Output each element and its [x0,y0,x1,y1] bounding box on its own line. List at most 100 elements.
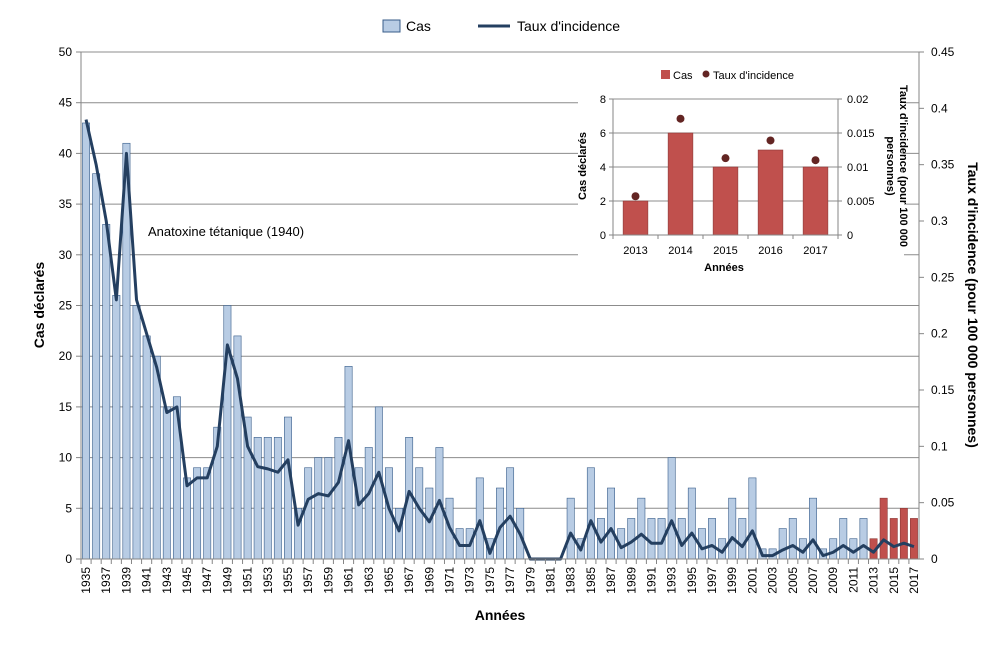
y-axis-title: Cas déclarés [31,262,47,349]
bar-1983 [566,497,575,560]
x-tick-label-1995: 1995 [685,567,699,594]
bar-2010 [839,518,848,560]
x-tick-label-1991: 1991 [644,567,658,594]
bar-1963 [364,447,373,560]
x-tick-label-2003: 2003 [766,567,780,594]
y2-tick-label: 0.3 [931,214,948,228]
inset-x-tick-label-2015: 2015 [713,245,737,257]
x-tick-label-1943: 1943 [160,567,174,594]
x-tick-label-1987: 1987 [604,567,618,594]
bar-1952 [253,437,262,560]
y-tick-label: 10 [59,451,73,465]
bar-2000 [738,518,747,560]
x-tick-label-2015: 2015 [887,567,901,594]
x-tick-label-1959: 1959 [321,567,335,594]
inset-x-tick-label-2016: 2016 [758,245,782,257]
inset-y-tick-label: 0 [600,230,606,242]
inset-x-axis-title: Années [704,262,744,274]
x-tick-label-1981: 1981 [543,567,557,594]
bar-1987 [607,487,615,560]
bar-1938 [112,295,121,560]
inset-bars [622,132,829,236]
x-tick-label-1969: 1969 [422,567,436,594]
inset-point-2014 [676,114,685,123]
y2-tick-label: 0.05 [931,496,955,510]
inset-y-axis-title: Cas déclarés [577,132,589,200]
bar-1995 [687,487,696,560]
x-tick-label-1961: 1961 [342,567,356,594]
x-tick-label-1935: 1935 [79,567,93,594]
x-tick-label-1975: 1975 [483,567,497,594]
bar-2016 [899,507,908,560]
series-line-taux [84,119,915,561]
legend-swatch-cas [382,19,401,33]
x-tick-label-1941: 1941 [140,567,154,594]
inset-y-tick-label: 8 [600,94,606,106]
bar-1955 [284,416,292,560]
bar-1997 [708,518,716,560]
x-tick-label-1983: 1983 [564,567,578,594]
inset-point-2017 [811,156,820,165]
x-tick-label-1955: 1955 [281,567,295,594]
x-tick-label-1985: 1985 [584,567,598,594]
line-layer [84,119,915,561]
inset-legend-label-taux: Taux d'incidence [713,70,794,82]
inset-y2-tick-label: 0.015 [847,128,875,140]
inset-bar-2014 [667,132,694,236]
x-tick-label-2011: 2011 [846,567,860,593]
y2-tick-label: 0.45 [931,45,955,59]
x-tick-label-1953: 1953 [261,567,275,594]
y-tick-label: 15 [59,400,73,414]
inset-y2-axis-title-line2: personnes) [884,136,896,196]
main-legend: Cas Taux d'incidence [382,18,620,34]
bar-1942 [152,355,161,560]
x-tick-label-1957: 1957 [301,567,315,594]
x-tick-label-1949: 1949 [220,567,234,594]
x-tick-label-1997: 1997 [705,567,719,594]
inset-y2-axis-title-line1: Taux d'incidence (pour 100 000 [897,85,909,247]
inset-x-tick-label-2017: 2017 [803,245,827,257]
x-tick-label-1977: 1977 [503,567,517,594]
bar-1937 [102,224,111,560]
x-tick-label-2007: 2007 [806,567,820,594]
inset-point-2013 [631,192,640,201]
y2-tick-label: 0.25 [931,270,955,284]
inset-legend-label-cas: Cas [673,70,693,82]
bar-1954 [273,437,282,560]
y-tick-label: 25 [59,299,73,313]
y-tick-label: 50 [59,45,73,59]
bar-1960 [334,437,343,560]
x-tick-label-1993: 1993 [665,567,679,594]
legend-label-cas: Cas [406,18,431,34]
bar-1958 [314,457,323,560]
bar-1957 [304,467,313,560]
y-tick-label: 30 [59,248,73,262]
inset-x-tick-label-2014: 2014 [668,245,692,257]
bar-2012 [859,518,868,560]
bar-1941 [142,335,151,560]
x-tick-label-1971: 1971 [443,567,457,594]
bar-2005 [788,518,797,560]
inset-bar-2015 [712,166,739,236]
bar-2007 [809,497,817,560]
x-tick-label-2001: 2001 [745,567,759,594]
inset-y-tick-label: 2 [600,196,606,208]
x-tick-label-1973: 1973 [463,567,477,594]
x-tick-label-1999: 1999 [725,567,739,594]
x-tick-label-1967: 1967 [402,567,416,594]
inset-points [631,114,820,201]
inset-y2-tick-label: 0.005 [847,196,875,208]
bar-1969 [425,487,434,560]
bar-1999 [728,497,737,560]
bar-2014 [879,497,888,560]
x-tick-label-1939: 1939 [119,567,133,594]
inset-bar-2016 [757,149,784,236]
x-tick-label-1965: 1965 [382,567,396,594]
inset-point-2016 [766,136,775,145]
x-tick-label-2017: 2017 [907,567,921,594]
x-tick-label-1937: 1937 [99,567,113,594]
x-axis-title: Années [475,607,526,623]
bar-2015 [889,518,898,560]
y-tick-label: 45 [59,96,73,110]
y-tick-label: 20 [59,349,73,363]
